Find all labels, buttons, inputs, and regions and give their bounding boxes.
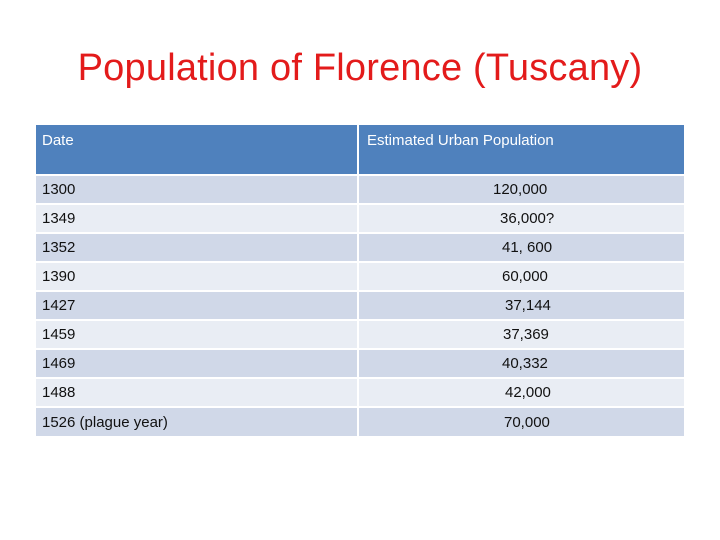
population-cell: 37,144 [358, 290, 684, 320]
population-cell: 120,000 [358, 174, 684, 204]
date-cell: 1469 [36, 348, 359, 378]
date-cell: 1427 [36, 290, 359, 320]
date-cell: 1459 [36, 319, 359, 349]
date-cell: 1526 (plague year) [36, 406, 359, 436]
population-cell: 70,000 [358, 406, 684, 436]
date-cell: 1352 [36, 232, 359, 262]
population-cell: 36,000? [358, 203, 684, 233]
table-row: 1352 41, 600 [36, 232, 684, 262]
population-cell: 60,000 [358, 261, 684, 291]
table-row: 1469 40,332 [36, 348, 684, 378]
table-row: 1526 (plague year) 70,000 [36, 406, 684, 436]
table-row: 1427 37,144 [36, 290, 684, 320]
table-header-row: Date Estimated Urban Population [36, 125, 684, 175]
table-row: 1349 36,000? [36, 203, 684, 233]
table-row: 1459 37,369 [36, 319, 684, 349]
date-cell: 1300 [36, 174, 359, 204]
column-header-population: Estimated Urban Population [358, 125, 684, 175]
table-row: 1488 42,000 [36, 377, 684, 407]
population-cell: 37,369 [358, 319, 684, 349]
date-cell: 1349 [36, 203, 359, 233]
page-title: Population of Florence (Tuscany) [77, 47, 643, 89]
date-cell: 1488 [36, 377, 359, 407]
table-row: 1390 60,000 [36, 261, 684, 291]
population-cell: 42,000 [358, 377, 684, 407]
population-table: Date Estimated Urban Population 1300 120… [36, 125, 684, 436]
table-row: 1300 120,000 [36, 174, 684, 204]
population-cell: 41, 600 [358, 232, 684, 262]
column-header-date: Date [36, 125, 359, 175]
population-cell: 40,332 [358, 348, 684, 378]
date-cell: 1390 [36, 261, 359, 291]
